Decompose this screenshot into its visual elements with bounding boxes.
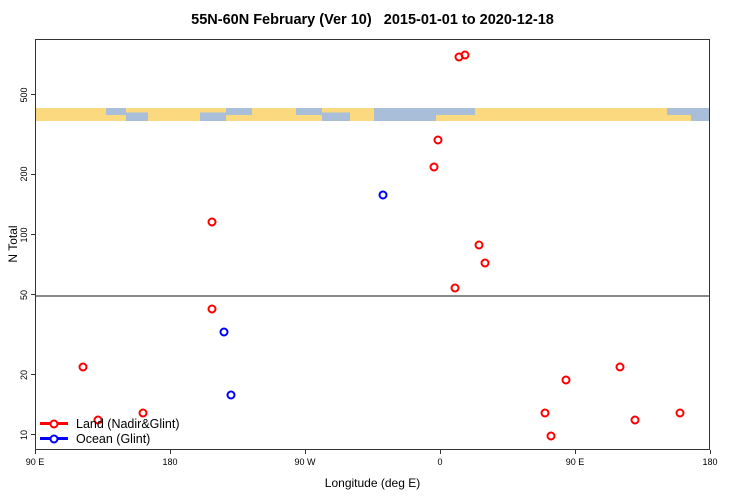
data-point-land <box>561 375 570 385</box>
map-strip <box>36 107 709 122</box>
x-tick-label: 180 <box>162 457 178 467</box>
x-tick-label: 90 W <box>294 457 316 467</box>
data-point-land <box>546 431 555 441</box>
data-point-ocean <box>226 390 236 400</box>
map-strip-segment-ocean <box>690 107 709 122</box>
legend-item-land: Land (Nadir&Glint) <box>40 416 180 431</box>
map-strip-segment-mix <box>435 107 476 122</box>
y-tick-mark <box>31 434 35 436</box>
y-tick-label: 50 <box>19 289 29 300</box>
data-point-land <box>450 283 459 293</box>
map-strip-segment-land <box>475 107 668 122</box>
map-strip-segment-mix_ocean <box>200 107 227 122</box>
x-axis-title: Longitude (deg E) <box>324 476 421 490</box>
legend-ocean-label: Ocean (Glint) <box>76 431 151 446</box>
legend-land-label: Land (Nadir&Glint) <box>76 416 180 431</box>
y-tick-label: 20 <box>19 369 29 380</box>
map-strip-segment-mix <box>667 107 691 122</box>
map-strip-segment-mix <box>226 107 253 122</box>
map-strip-segment-land <box>252 107 297 122</box>
x-tick-mark <box>169 450 171 454</box>
data-point-land <box>675 408 684 418</box>
x-tick-label: 90 E <box>565 457 585 467</box>
map-strip-segment-ocean <box>373 107 436 122</box>
x-tick-label: 0 <box>437 457 443 467</box>
data-point-land <box>480 258 489 268</box>
y-tick-mark <box>31 94 35 96</box>
data-point-land <box>540 408 549 418</box>
x-tick-mark <box>304 450 306 454</box>
map-strip-segment-mix <box>105 107 126 122</box>
reference-line <box>36 295 709 297</box>
chart-title: 55N-60N February (Ver 10) 2015-01-01 to … <box>191 12 554 28</box>
data-point-land <box>433 135 443 145</box>
data-point-land <box>429 162 438 172</box>
data-point-land <box>138 408 147 418</box>
data-point-land <box>630 415 639 425</box>
y-tick-label: 500 <box>19 87 29 103</box>
legend: Land (Nadir&Glint) Ocean (Glint) <box>40 416 180 446</box>
map-strip-segment-mix_ocean <box>125 107 149 122</box>
data-point-land <box>207 217 216 227</box>
data-point-land <box>615 362 624 372</box>
x-tick-mark <box>439 450 441 454</box>
legend-land-marker-icon <box>49 419 59 428</box>
x-tick-mark <box>574 450 576 454</box>
map-strip-segment-mix_ocean <box>322 107 351 122</box>
x-tick-mark <box>34 450 36 454</box>
data-point-land <box>474 240 483 250</box>
y-axis-title: N Total <box>6 225 20 263</box>
y-tick-label: 10 <box>19 429 29 440</box>
map-strip-segment-land <box>36 107 106 122</box>
legend-ocean-line <box>40 434 68 443</box>
data-point-land <box>93 415 102 425</box>
data-point-land <box>78 362 87 372</box>
y-tick-mark <box>31 234 35 236</box>
data-point-ocean <box>219 327 228 337</box>
legend-item-ocean: Ocean (Glint) <box>40 431 180 446</box>
x-tick-label: 180 <box>702 457 718 467</box>
map-strip-segment-mix <box>296 107 322 122</box>
map-strip-segment-land <box>148 107 201 122</box>
legend-land-line <box>40 419 68 428</box>
y-tick-mark <box>31 173 35 175</box>
plot-area: Land (Nadir&Glint) Ocean (Glint) <box>35 39 710 450</box>
x-tick-label: 90 E <box>25 457 45 467</box>
data-point-land <box>460 50 470 60</box>
y-tick-label: 100 <box>19 227 29 243</box>
x-tick-mark <box>709 450 711 454</box>
legend-ocean-marker-icon <box>49 434 59 443</box>
y-tick-mark <box>31 294 35 296</box>
y-tick-label: 200 <box>19 166 29 182</box>
map-strip-segment-land <box>350 107 374 122</box>
y-tick-mark <box>31 374 35 376</box>
data-point-ocean <box>378 190 387 200</box>
data-point-land <box>207 304 216 314</box>
